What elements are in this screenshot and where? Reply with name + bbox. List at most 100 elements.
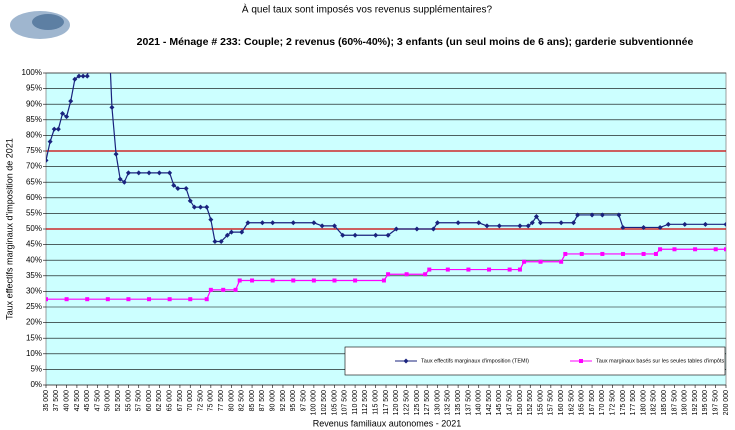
marker [175,185,181,191]
x-tick-label: 85 000 [249,390,256,412]
marker [167,297,172,302]
marker [97,8,102,13]
marker [430,226,436,232]
x-tick-label: 145 000 [496,390,503,415]
marker [455,220,461,226]
y-tick-label: 50% [26,224,42,233]
y-tick-label: 75% [26,146,42,155]
marker [487,267,492,272]
marker [290,220,296,226]
x-tick-label: 55 000 [125,390,132,412]
marker [682,221,688,227]
chart-title: À quel taux sont imposés vos revenus sup… [242,3,493,16]
x-tick-label: 90 000 [270,390,277,412]
marker [291,278,296,283]
marker [224,232,230,238]
x-tick-label: 35 000 [43,390,50,412]
marker [113,151,119,157]
x-tick-label: 80 000 [228,390,235,412]
x-tick-label: 135 000 [455,390,462,415]
x-tick-label: 97 500 [300,390,307,412]
y-tick-label: 60% [26,193,42,202]
x-tick-label: 187 500 [671,390,678,415]
marker [59,111,65,117]
chart-subtitle: 2021 - Ménage # 233: Couple; 2 revenus (… [137,36,694,48]
x-tick-label: 200 000 [723,390,730,415]
legend-label: Taux effectifs marginaux d'imposition (T… [421,358,529,364]
x-tick-label: 110 000 [352,390,359,415]
x-tick-label: 137 500 [465,390,472,415]
x-tick-label: 117 500 [383,390,390,415]
marker [525,223,531,229]
marker [105,8,110,13]
marker [533,214,539,220]
marker [538,259,543,264]
marker [414,226,420,232]
marker [403,358,409,364]
y-tick-label: 40% [26,255,42,264]
x-tick-label: 77 500 [218,390,225,412]
marker [212,238,218,244]
x-tick-label: 127 500 [424,390,431,415]
marker [47,139,53,145]
marker [672,247,677,252]
marker [136,170,142,176]
marker [126,297,131,302]
y-tick-label: 15% [26,333,42,342]
marker [352,232,358,238]
y-tick-label: 95% [26,84,42,93]
marker [713,247,718,252]
marker [208,287,213,292]
marker [51,126,57,132]
marker [146,170,152,176]
x-tick-label: 162 500 [568,390,575,415]
x-tick-label: 140 000 [476,390,483,415]
x-tick-label: 40 000 [63,390,70,412]
marker [496,223,502,229]
x-tick-label: 100 000 [311,390,318,415]
x-tick-label: 150 000 [517,390,524,415]
marker [386,272,391,277]
x-tick-label: 132 500 [445,390,452,415]
marker [319,223,325,229]
x-tick-label: 190 000 [682,390,689,415]
x-tick-label: 170 000 [599,390,606,415]
marker [616,212,622,218]
marker [658,247,663,252]
x-tick-label: 155 000 [537,390,544,415]
marker [76,73,82,79]
y-tick-label: 45% [26,240,42,249]
x-tick-label: 142 500 [486,390,493,415]
marker [311,220,317,226]
marker [657,224,663,230]
x-tick-label: 177 500 [630,390,637,415]
y-tick-label: 90% [26,99,42,108]
marker [80,73,86,79]
legend: Taux effectifs marginaux d'imposition (T… [344,346,726,376]
x-tick-label: 105 000 [331,390,338,415]
marker [381,278,386,283]
x-tick-label: 57 500 [136,390,143,412]
marker [117,176,123,182]
x-tick-label: 172 500 [610,390,617,415]
x-tick-label: 50 000 [105,390,112,412]
marker [724,247,726,252]
y-tick-label: 10% [26,349,42,358]
marker [507,267,512,272]
marker [620,224,626,230]
y-axis-label: Taux effectifs marginaux d'imposition de… [4,138,14,320]
marker [641,224,647,230]
x-tick-label: 47 500 [94,390,101,412]
x-tick-label: 180 000 [640,390,647,415]
y-tick-label: 65% [26,177,42,186]
x-tick-label: 165 000 [579,390,586,415]
marker [620,251,625,256]
x-tick-label: 107 500 [342,390,349,415]
x-tick-label: 60 000 [146,390,153,412]
x-tick-label: 112 500 [362,390,369,415]
x-tick-label: 195 000 [702,390,709,415]
marker [233,287,238,292]
marker [558,220,564,226]
marker [239,229,245,235]
x-tick-label: 160 000 [558,390,565,415]
